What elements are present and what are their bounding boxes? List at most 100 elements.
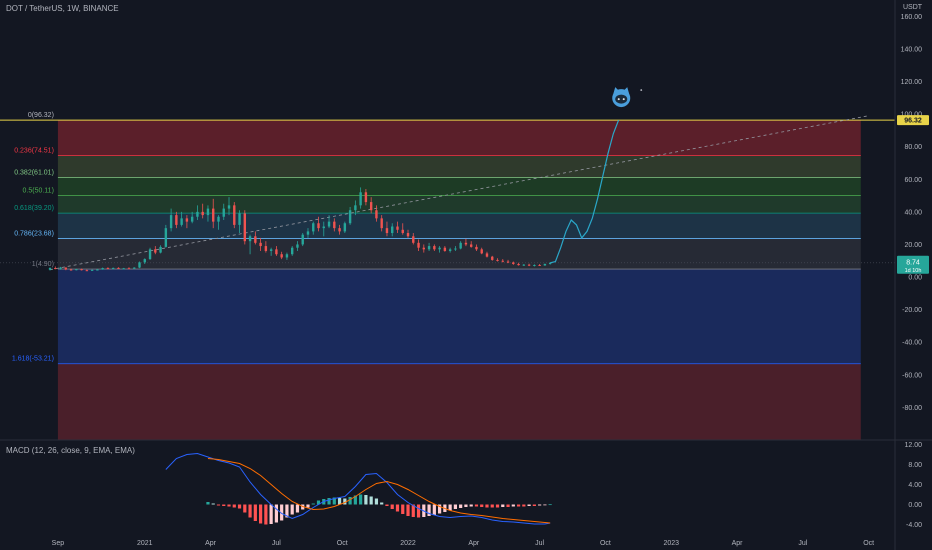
candle[interactable] [369, 202, 373, 211]
candle[interactable] [480, 249, 483, 254]
candle[interactable] [333, 221, 336, 229]
candle[interactable] [527, 264, 531, 266]
candle[interactable] [491, 256, 494, 260]
candle[interactable] [69, 269, 73, 271]
candle[interactable] [238, 213, 241, 225]
candle[interactable] [322, 226, 325, 229]
candle[interactable] [290, 247, 294, 255]
candle[interactable] [543, 264, 547, 266]
candle[interactable] [375, 210, 378, 219]
candle[interactable] [243, 213, 247, 242]
candle[interactable] [148, 249, 152, 260]
candle[interactable] [180, 218, 183, 225]
candle[interactable] [154, 249, 157, 253]
candle[interactable] [196, 211, 199, 217]
candle[interactable] [164, 228, 168, 247]
candle[interactable] [127, 268, 131, 270]
candle[interactable] [248, 236, 252, 242]
candle[interactable] [422, 247, 426, 250]
candle[interactable] [391, 226, 394, 234]
candle[interactable] [485, 253, 489, 257]
candle[interactable] [233, 205, 236, 225]
candle[interactable] [138, 262, 141, 268]
candle[interactable] [475, 246, 478, 250]
candle[interactable] [85, 270, 89, 272]
candle[interactable] [517, 264, 520, 266]
candle[interactable] [364, 192, 368, 203]
candle[interactable] [212, 208, 215, 222]
candle[interactable] [459, 242, 462, 249]
candle[interactable] [312, 223, 315, 232]
candle[interactable] [133, 267, 136, 269]
candle[interactable] [448, 249, 452, 251]
macd-pane[interactable] [0, 439, 932, 525]
candle[interactable] [254, 236, 257, 243]
candle[interactable] [175, 215, 178, 225]
candle[interactable] [522, 264, 526, 266]
candle[interactable] [54, 268, 57, 270]
candle[interactable] [185, 218, 189, 222]
candle[interactable] [412, 236, 415, 243]
candle[interactable] [285, 254, 289, 258]
candle[interactable] [296, 244, 299, 248]
candle[interactable] [269, 249, 273, 251]
candle[interactable] [280, 254, 283, 258]
candle[interactable] [512, 262, 515, 264]
candle[interactable] [548, 262, 552, 264]
candle[interactable] [306, 231, 310, 235]
candle[interactable] [380, 218, 383, 229]
candle[interactable] [417, 242, 420, 248]
candle[interactable] [75, 269, 78, 271]
candle[interactable] [317, 223, 320, 229]
candle[interactable] [385, 228, 389, 234]
candle[interactable] [122, 268, 125, 270]
candle[interactable] [48, 268, 52, 270]
candle[interactable] [496, 259, 499, 261]
candle[interactable] [117, 267, 120, 269]
candle[interactable] [275, 249, 278, 255]
candle[interactable] [264, 246, 268, 251]
macd-indicator-title[interactable]: MACD (12, 26, close, 9, EMA, EMA) [6, 446, 135, 455]
candle[interactable] [222, 208, 225, 217]
candle[interactable] [227, 205, 231, 209]
candle[interactable] [111, 267, 115, 269]
candle[interactable] [143, 259, 146, 263]
candle[interactable] [190, 216, 194, 222]
candle[interactable] [327, 221, 331, 227]
candle[interactable] [159, 246, 162, 253]
candle[interactable] [64, 267, 68, 270]
candle[interactable] [348, 210, 352, 224]
candle[interactable] [469, 244, 473, 247]
candle[interactable] [90, 269, 94, 271]
candle[interactable] [506, 261, 510, 263]
candle[interactable] [359, 192, 362, 206]
candle[interactable] [96, 269, 99, 271]
candle[interactable] [343, 223, 347, 232]
candle[interactable] [169, 215, 173, 229]
candle[interactable] [80, 269, 83, 271]
candle[interactable] [427, 246, 431, 250]
candle[interactable] [406, 233, 410, 237]
candle[interactable] [338, 228, 341, 232]
candle[interactable] [259, 242, 262, 247]
candle[interactable] [533, 264, 536, 266]
candle[interactable] [301, 234, 304, 245]
candle[interactable] [501, 260, 504, 262]
candle[interactable] [433, 246, 436, 250]
candle[interactable] [217, 216, 220, 222]
candle[interactable] [464, 242, 468, 245]
candle[interactable] [59, 267, 62, 269]
candle[interactable] [538, 264, 541, 266]
candle[interactable] [401, 229, 404, 234]
candle[interactable] [206, 208, 210, 216]
candle[interactable] [106, 268, 110, 270]
candle[interactable] [354, 205, 357, 211]
candle[interactable] [438, 247, 441, 250]
candle[interactable] [201, 211, 204, 216]
candle[interactable] [454, 248, 457, 250]
candle[interactable] [443, 247, 447, 251]
candle[interactable] [396, 226, 399, 230]
candle[interactable] [101, 268, 104, 270]
